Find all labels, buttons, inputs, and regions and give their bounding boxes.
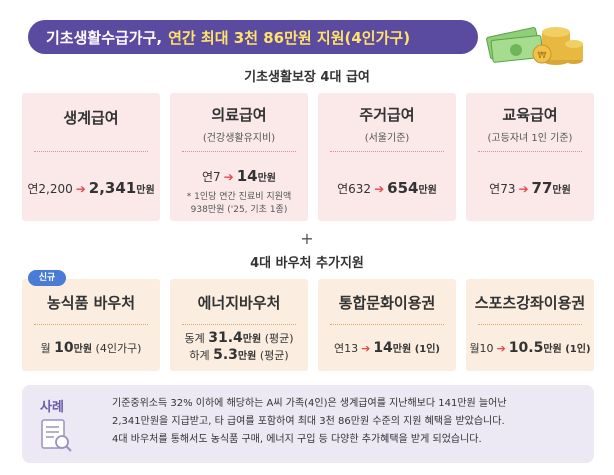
benefit-value: 연632 ➔ 654만원: [337, 179, 437, 197]
voucher-value: 월10 ➔ 10.5만원 (1인): [469, 340, 591, 356]
benefit-card-housing: 주거급여 (서울기준) 연632 ➔ 654만원: [318, 93, 456, 221]
divider: [478, 151, 582, 152]
benefit-subtitle: (건강생활유지비): [202, 133, 276, 144]
divider: [34, 324, 148, 325]
svg-text:₩: ₩: [538, 51, 547, 61]
banner-title-main: 기초생활수급가구,: [46, 28, 163, 47]
new-badge: 신규: [28, 270, 66, 286]
divider: [182, 324, 296, 325]
voucher-value: 연13 ➔ 14만원 (1인): [333, 340, 441, 356]
benefit-card-living: 생계급여 연2,200 ➔ 2,341만원: [22, 93, 160, 221]
voucher-title: 스포츠강좌이용권: [474, 294, 586, 312]
benefit-card-education: 교육급여 (고등자녀 1인 기준) 연73 ➔ 77만원: [466, 93, 594, 221]
arrow-right-icon: ➔: [75, 182, 86, 196]
benefit-subtitle: (고등자녀 1인 기준): [487, 133, 573, 144]
voucher-card-food: 농식품 바우처 월 10만원 (4인가구): [22, 279, 160, 371]
coins-money-icon: ₩: [486, 27, 583, 65]
divider: [478, 324, 582, 325]
benefit-title: 교육급여: [502, 106, 558, 124]
arrow-right-icon: ➔: [223, 170, 234, 184]
voucher-value-summer: 하계 5.3만원 (평균): [189, 347, 289, 363]
benefit-title: 의료급여: [211, 106, 267, 124]
benefit-value: 연2,200 ➔ 2,341만원: [27, 179, 155, 197]
benefit-value: 연7 ➔ 14만원: [201, 167, 277, 185]
document-search-icon: [41, 419, 72, 452]
voucher-title: 에너지바우처: [197, 294, 281, 312]
example-text: 기준중위소득 32% 이하에 해당하는 A씨 가족(4인)은 생계급여를 지난해…: [112, 398, 507, 445]
plus-sign: +: [300, 229, 314, 248]
example-box: 사례 기준중위소득 32% 이하에 해당하는 A씨 가족(4인)은 생계급여를 …: [22, 385, 594, 463]
voucher-card-energy: 에너지바우처 동계 31.4만원 (평균) 하계 5.3만원 (평균): [170, 279, 308, 371]
arrow-right-icon: ➔: [496, 342, 506, 355]
benefit-subtitle: (서울기준): [364, 133, 410, 144]
divider: [182, 151, 296, 152]
arrow-right-icon: ➔: [374, 182, 385, 196]
benefit-note: * 1인당 연간 진료비 지원액 938만원 ('25, 기초 1종): [186, 192, 292, 215]
example-label: 사례: [40, 400, 64, 415]
voucher-value: 월 10만원 (4인가구): [40, 340, 142, 356]
voucher-card-sports: 스포츠강좌이용권 월10 ➔ 10.5만원 (1인): [466, 279, 594, 371]
section-title-benefits: 기초생활보장 4대 급여: [244, 70, 370, 85]
arrow-right-icon: ➔: [361, 342, 371, 355]
banner-title-highlight: 연간 최대 3천 86만원 지원(4인가구): [168, 28, 411, 47]
divider: [34, 151, 148, 152]
benefit-value: 연73 ➔ 77만원: [489, 179, 571, 197]
voucher-value-winter: 동계 31.4만원 (평균): [184, 330, 294, 346]
voucher-title: 농식품 바우처: [46, 294, 136, 312]
divider: [330, 324, 444, 325]
benefit-card-medical: 의료급여 (건강생활유지비) 연7 ➔ 14만원 * 1인당 연간 진료비 지원액 …: [170, 93, 308, 221]
benefit-title: 생계급여: [63, 109, 119, 127]
voucher-card-culture: 통합문화이용권 연13 ➔ 14만원 (1인): [318, 279, 456, 371]
header-banner: 기초생활수급가구, 연간 최대 3천 86만원 지원(4인가구): [28, 20, 478, 54]
voucher-title: 통합문화이용권: [338, 294, 436, 312]
section-title-vouchers: 4대 바우처 추가지원: [250, 256, 364, 271]
arrow-right-icon: ➔: [518, 182, 529, 196]
benefit-title: 주거급여: [359, 106, 415, 124]
divider: [330, 151, 444, 152]
